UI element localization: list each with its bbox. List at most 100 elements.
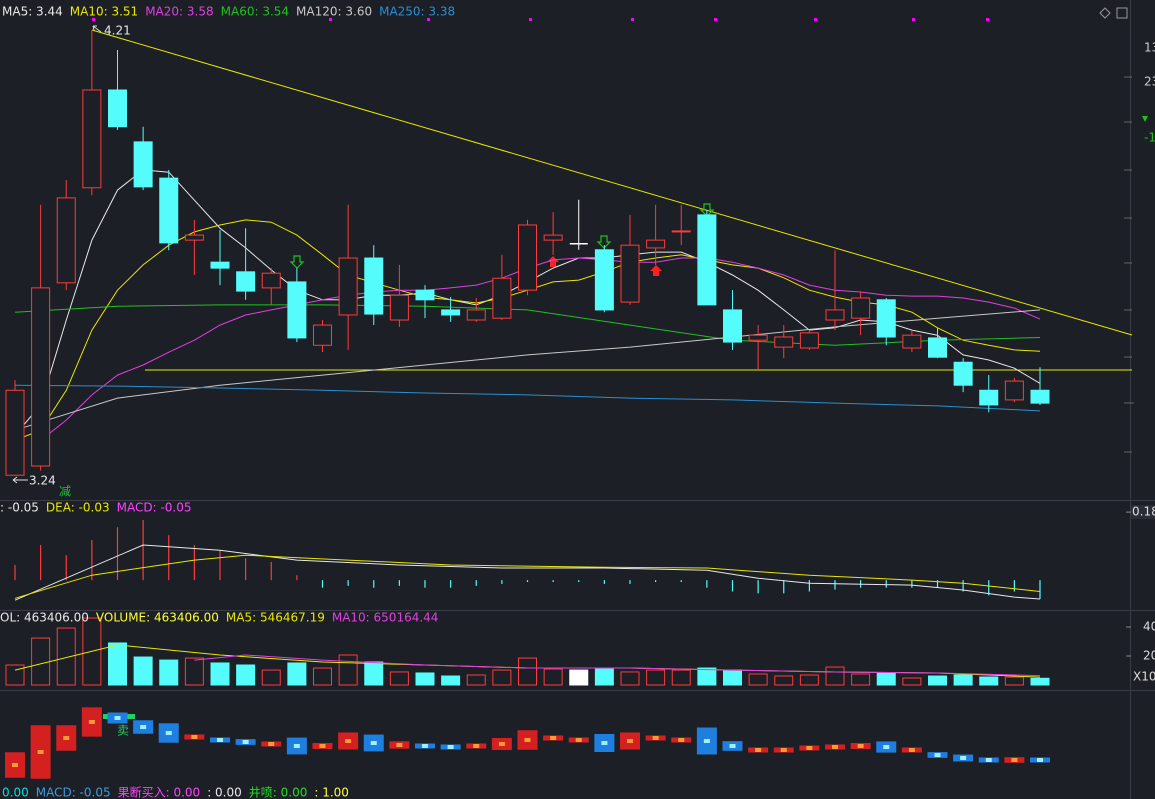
candle-body xyxy=(518,224,537,291)
candle-body xyxy=(928,337,947,358)
sell-text: 卖 xyxy=(117,724,129,738)
volume-bar xyxy=(953,674,973,686)
signal-core xyxy=(1037,758,1043,762)
marker-text: 减 xyxy=(59,485,71,499)
signal-core xyxy=(550,736,557,740)
volume-bar xyxy=(31,637,51,686)
volume-bar xyxy=(364,661,384,686)
icon-square xyxy=(1116,7,1128,19)
volume-bar xyxy=(441,675,461,686)
signal-core xyxy=(114,716,121,720)
volume-bar xyxy=(851,673,871,686)
volume-bar xyxy=(723,669,742,686)
volume-bar xyxy=(594,668,614,686)
signal-core xyxy=(396,743,403,747)
candle-body xyxy=(723,309,742,343)
volume-bar xyxy=(236,664,256,686)
signal-core xyxy=(473,744,480,748)
volume-bar xyxy=(799,674,819,686)
low-label: 3.24 xyxy=(29,474,56,488)
signal-core xyxy=(934,753,941,757)
signal-core xyxy=(1011,758,1018,762)
signal-core xyxy=(370,741,377,745)
volume-bar xyxy=(466,674,486,686)
legend-label: MA120: 3.60 xyxy=(296,5,372,19)
volume-bar xyxy=(492,669,512,686)
signal-core xyxy=(832,745,838,749)
low-arrow xyxy=(12,476,28,484)
legend-label: 井喷: 0.00 xyxy=(249,786,308,799)
legend-label: DEA: -0.03 xyxy=(46,501,110,515)
signal-core xyxy=(191,735,198,739)
signal-core xyxy=(960,756,967,760)
candle-body xyxy=(851,297,871,319)
trend-line xyxy=(91,29,1133,336)
legend-label: MA20: 3.58 xyxy=(145,5,213,19)
candle-body xyxy=(979,389,999,406)
candle-body xyxy=(364,257,384,315)
candle-body xyxy=(671,230,691,233)
legend-label: : 1.00 xyxy=(314,786,349,799)
legend-label: MA5: 546467.19 xyxy=(226,611,325,625)
candle-body xyxy=(133,141,153,188)
legend-label: 0.00 xyxy=(2,786,29,799)
volume-ma-line xyxy=(194,654,1041,677)
volume-bar xyxy=(261,669,281,686)
volume-bar xyxy=(774,675,794,686)
signal-core xyxy=(908,748,915,752)
volume-bar xyxy=(338,654,358,686)
candle-body xyxy=(953,361,973,386)
signal-core xyxy=(883,745,890,749)
volume-bar xyxy=(671,669,691,686)
candle-body xyxy=(31,287,51,467)
candle-body xyxy=(825,309,845,321)
legend-label: MA5: 3.44 xyxy=(2,5,63,19)
signal-core xyxy=(12,763,18,767)
candle-body xyxy=(1004,380,1024,401)
legend-label: OL: 463406.00 xyxy=(0,611,89,625)
candle-body xyxy=(876,299,896,338)
axis-dashes xyxy=(1124,76,1134,453)
volume-bar xyxy=(1004,676,1024,686)
candle-body xyxy=(338,257,358,316)
candle-body xyxy=(108,89,127,128)
candle-body xyxy=(774,336,794,348)
volume-bar xyxy=(518,657,537,686)
y-tick-label: 40 xyxy=(1143,620,1155,634)
candle-body xyxy=(415,289,435,301)
signal-core xyxy=(242,740,249,744)
signal-core xyxy=(652,736,659,740)
candle-body xyxy=(389,294,409,321)
signal-dots xyxy=(92,18,989,21)
signal-core xyxy=(268,742,275,746)
signal-core xyxy=(140,725,147,729)
volume-bar xyxy=(313,667,332,686)
candle-body xyxy=(82,89,102,189)
volume-bar xyxy=(415,672,435,686)
candle-body xyxy=(1030,389,1050,404)
candle-body xyxy=(441,309,461,316)
candle-body xyxy=(697,214,717,306)
signal-core xyxy=(601,741,608,745)
signal-core xyxy=(985,758,992,762)
signal-core xyxy=(37,750,44,754)
volume-bar xyxy=(697,667,717,686)
candle-body xyxy=(620,244,640,303)
volume-bar xyxy=(287,662,307,686)
icon-diamond xyxy=(1099,7,1111,19)
legend-label: VOLUME: 463406.00 xyxy=(96,611,219,625)
candle-body xyxy=(543,234,563,241)
signal-core xyxy=(524,738,531,742)
candle-body xyxy=(56,197,76,284)
signal-core xyxy=(857,744,864,748)
volume-bar xyxy=(184,657,204,686)
candle-body xyxy=(287,281,307,339)
y-tick-label: 20 xyxy=(1143,649,1155,663)
candle-body xyxy=(210,261,230,269)
volume-bar xyxy=(748,673,768,686)
signal-core xyxy=(627,739,633,743)
down-arrows xyxy=(289,203,715,269)
